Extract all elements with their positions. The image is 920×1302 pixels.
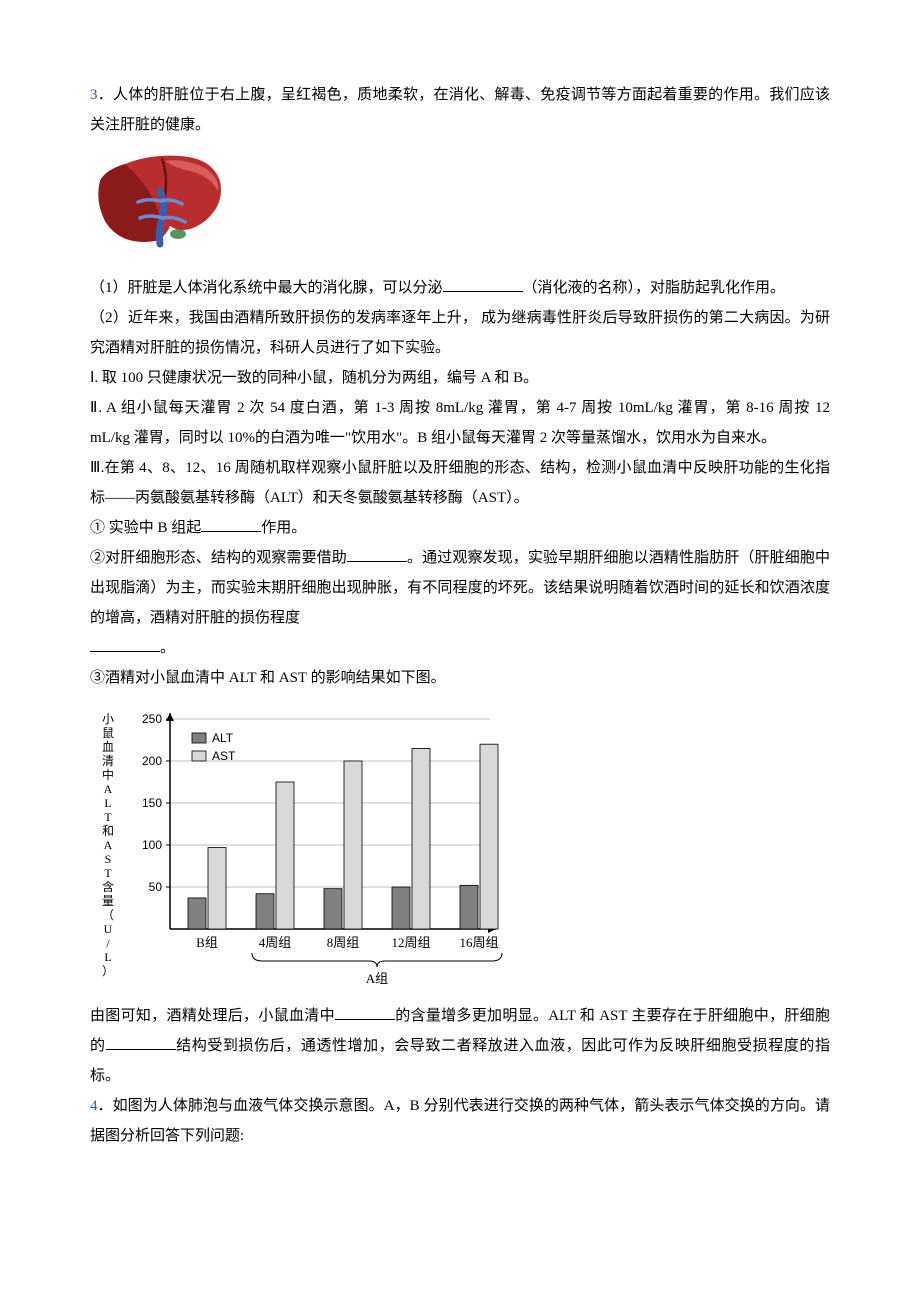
svg-text:U: U	[104, 922, 113, 936]
svg-text:B组: B组	[196, 935, 218, 950]
svg-text:8周组: 8周组	[327, 935, 360, 950]
q3-p1: （1）肝脏是人体消化系统中最大的消化腺，可以分泌 （消化液的名称），对脂肪起乳化作…	[90, 273, 830, 303]
q3-sub3-intro: ③酒精对小鼠血清中 ALT 和 AST 的影响结果如下图。	[90, 663, 830, 693]
q3-sub1: ① 实验中 B 组起 作用。	[90, 513, 830, 543]
svg-text:250: 250	[142, 712, 162, 726]
svg-text:16周组: 16周组	[459, 935, 498, 950]
svg-text:（: （	[102, 908, 114, 922]
svg-text:）: ）	[102, 964, 114, 978]
svg-text:ALT: ALT	[212, 731, 234, 745]
q3-sub1-b: 作用。	[261, 520, 306, 536]
q3-sub1-a: ① 实验中 B 组起	[90, 520, 201, 536]
liver-figure	[90, 146, 830, 267]
svg-text:A: A	[104, 838, 113, 852]
bar-chart-svg: 50100150200250B组4周组8周组12周组16周组A组ALTAST小鼠…	[90, 699, 510, 984]
blank-ast	[335, 1004, 395, 1020]
blank-control	[201, 516, 261, 532]
q3-p1-b: （消化液的名称），对脂肪起乳化作用。	[523, 280, 786, 296]
svg-text:含: 含	[102, 879, 114, 894]
blank-microscope	[347, 546, 407, 562]
q3-intro: 3．人体的肝脏位于右上腹，呈红褐色，质地柔软，在消化、解毒、免疫调节等方面起着重…	[90, 80, 830, 140]
q3-sub3-after: 由图可知，酒精处理后，小鼠血清中的含量增多更加明显。ALT 和 AST 主要存在…	[90, 1001, 830, 1091]
svg-text:小: 小	[102, 712, 114, 726]
svg-text:血: 血	[102, 740, 114, 754]
svg-text:4周组: 4周组	[259, 935, 292, 950]
q3-sub2: ②对肝细胞形态、结构的观察需要借助。通过观察发现，实验早期肝细胞以酒精性脂肪肝（…	[90, 543, 830, 663]
alt-ast-chart: 50100150200250B组4周组8周组12周组16周组A组ALTAST小鼠…	[90, 699, 830, 995]
svg-text:L: L	[104, 950, 111, 964]
svg-text:T: T	[104, 810, 112, 824]
svg-text:量: 量	[102, 894, 114, 908]
q3-step2: Ⅱ. A 组小鼠每天灌胃 2 次 54 度白酒，第 1-3 周按 8mL/kg …	[90, 393, 830, 453]
svg-text:12周组: 12周组	[391, 935, 430, 950]
q3-p1-a: （1）肝脏是人体消化系统中最大的消化腺，可以分泌	[90, 280, 443, 296]
blank-bile	[443, 276, 523, 292]
svg-text:中: 中	[102, 767, 114, 782]
blank-membrane	[106, 1034, 176, 1050]
q3-sub2-a: ②对肝细胞形态、结构的观察需要借助	[90, 550, 347, 566]
q3-sub2-c: 。	[160, 640, 175, 656]
svg-text:S: S	[105, 852, 112, 866]
svg-text:L: L	[104, 796, 111, 810]
svg-text:A组: A组	[366, 971, 388, 984]
svg-text:清: 清	[102, 754, 114, 768]
q4-intro: 4．如图为人体肺泡与血液气体交换示意图。A，B 分别代表进行交换的两种气体，箭头…	[90, 1091, 830, 1151]
liver-icon	[90, 146, 230, 256]
svg-text:T: T	[104, 866, 112, 880]
q4-number: 4	[90, 1098, 98, 1114]
q3-sub3-c: 结构受到损伤后，通透性增加，会导致二者释放进入血液，因此可作为反映肝细胞受损程度…	[90, 1038, 830, 1084]
q3-p2: （2）近年来，我国由酒精所致肝损伤的发病率逐年上升， 成为继病毒性肝炎后导致肝损…	[90, 303, 830, 363]
q3-sub3-a: 由图可知，酒精处理后，小鼠血清中	[90, 1008, 335, 1024]
q4-intro-text: ．如图为人体肺泡与血液气体交换示意图。A，B 分别代表进行交换的两种气体，箭头表…	[90, 1098, 830, 1144]
svg-text:A: A	[104, 782, 113, 796]
svg-text:/: /	[106, 936, 110, 950]
q3-step3: Ⅲ.在第 4、8、12、16 周随机取样观察小鼠肝脏以及肝细胞的形态、结构，检测…	[90, 453, 830, 513]
svg-text:50: 50	[149, 880, 163, 894]
svg-text:和: 和	[102, 824, 114, 838]
q3-number: 3	[90, 87, 98, 103]
q3-step1: Ⅰ. 取 100 只健康状况一致的同种小鼠，随机分为两组，编号 A 和 B。	[90, 363, 830, 393]
svg-text:150: 150	[142, 796, 162, 810]
svg-text:鼠: 鼠	[102, 726, 114, 740]
blank-damage-degree	[90, 636, 160, 652]
q3-intro-text: ．人体的肝脏位于右上腹，呈红褐色，质地柔软，在消化、解毒、免疫调节等方面起着重要…	[90, 87, 830, 133]
svg-text:AST: AST	[212, 749, 236, 763]
svg-text:100: 100	[142, 838, 162, 852]
svg-text:200: 200	[142, 754, 162, 768]
